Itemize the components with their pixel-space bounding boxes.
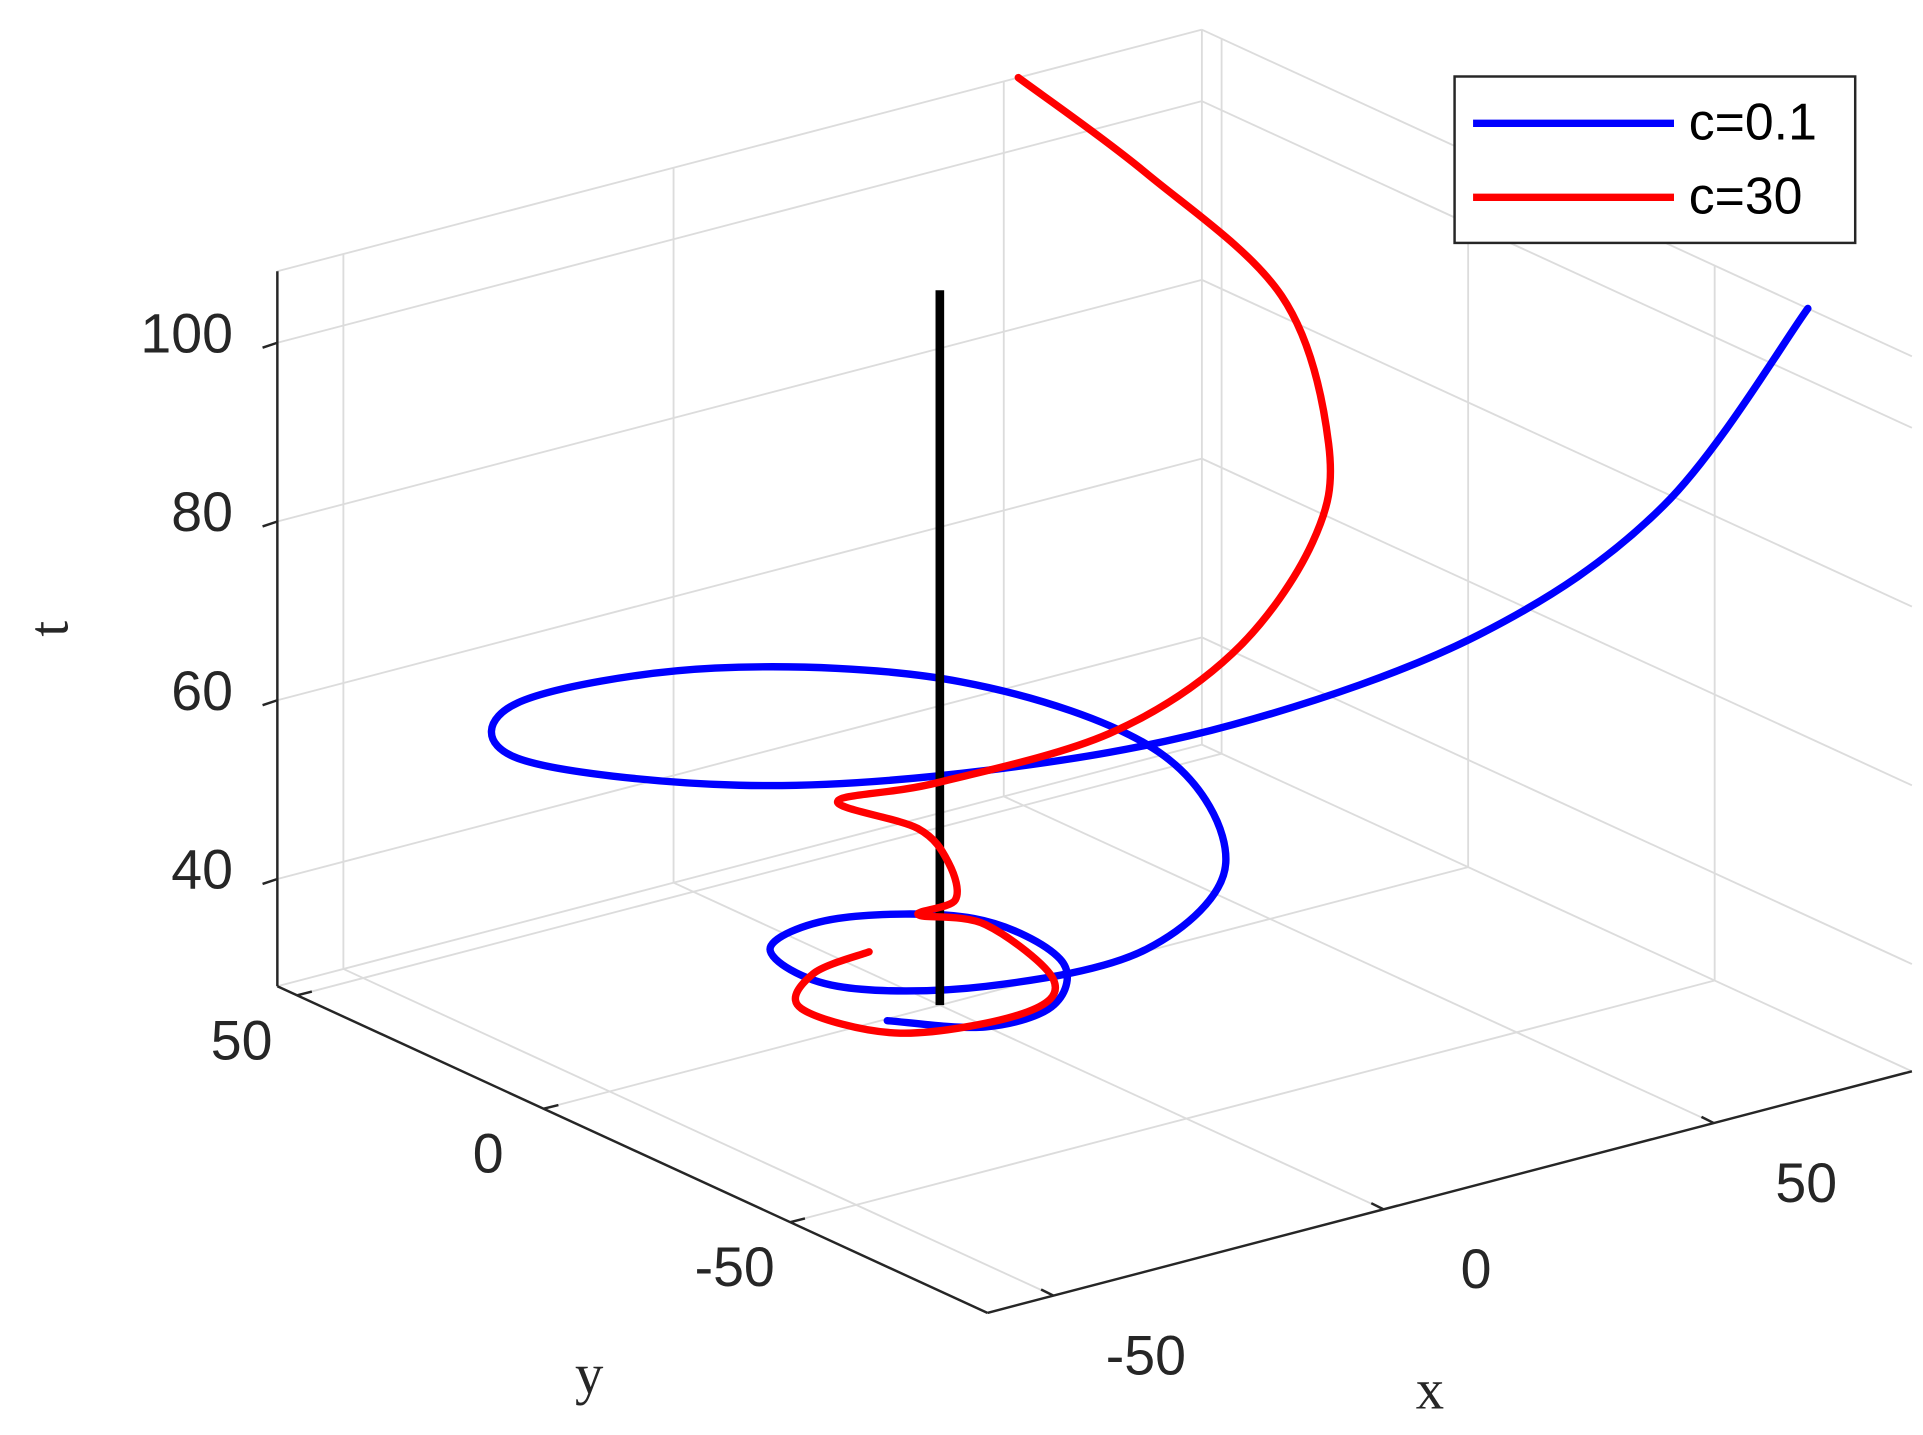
x-tick-label: 50 xyxy=(1775,1152,1837,1214)
grid-line xyxy=(343,968,1054,1297)
legend-label: c=0.1 xyxy=(1689,92,1817,150)
grid-line xyxy=(277,457,1203,702)
series-line xyxy=(487,304,1812,1032)
grid-line xyxy=(1201,636,1913,965)
z-tick xyxy=(262,341,278,349)
legend-label: c=30 xyxy=(1689,166,1803,224)
y-tick-label: 0 xyxy=(473,1123,504,1185)
box-edge xyxy=(277,28,1203,273)
grid-line xyxy=(277,636,1203,880)
y-tick-label: -50 xyxy=(695,1236,775,1298)
x-tick xyxy=(1040,1288,1054,1297)
series-line xyxy=(791,73,1335,1037)
legend-box xyxy=(1453,75,1857,245)
grid-line xyxy=(277,100,1203,344)
box-edge xyxy=(277,743,1203,988)
grid-line xyxy=(1201,279,1913,608)
grid-line xyxy=(1003,795,1715,1124)
x-axis xyxy=(987,1070,1913,1315)
grid-line xyxy=(789,979,1715,1224)
y-tick xyxy=(543,1103,559,1110)
z-axis-label: t xyxy=(17,621,80,637)
z-tick-label: 80 xyxy=(171,481,233,543)
legend: c=0.1 c=30 xyxy=(1453,75,1857,245)
z-tick-label: 100 xyxy=(140,302,233,364)
z-tick xyxy=(262,877,278,886)
y-axis-label: y xyxy=(575,1344,604,1407)
grid-line xyxy=(1201,100,1913,429)
grid-line xyxy=(543,866,1469,1110)
grid-line xyxy=(673,881,1384,1211)
x-tick xyxy=(1370,1202,1385,1211)
x-tick xyxy=(1700,1115,1715,1125)
grid-line xyxy=(296,752,1222,997)
y-tick xyxy=(789,1217,806,1224)
y-tick xyxy=(296,990,313,997)
box-edge xyxy=(1201,743,1913,1073)
z-tick-label: 60 xyxy=(171,660,233,722)
z-tick xyxy=(262,520,278,528)
z-tick xyxy=(262,699,278,707)
y-tick-label: 50 xyxy=(211,1009,273,1071)
y-axis xyxy=(276,985,988,1315)
x-axis-label: x xyxy=(1416,1358,1444,1421)
grid-line xyxy=(277,278,1203,523)
x-tick-label: 0 xyxy=(1461,1238,1492,1300)
z-tick-label: 40 xyxy=(171,839,233,901)
x-tick-label: -50 xyxy=(1106,1324,1186,1386)
